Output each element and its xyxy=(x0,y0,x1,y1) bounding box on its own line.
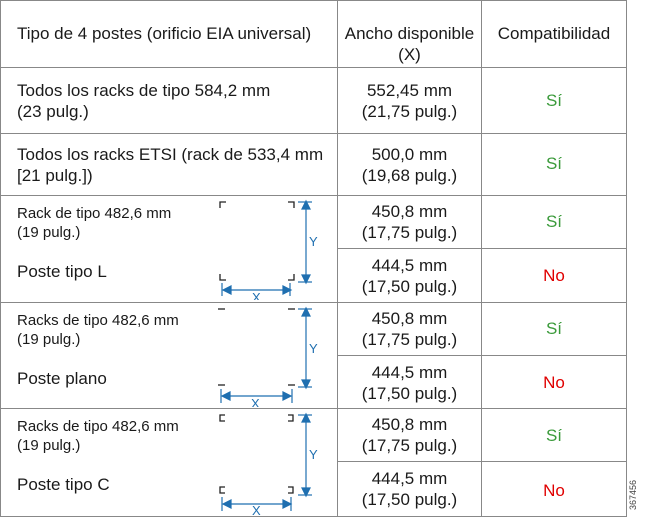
row-23in-width: 552,45 mm (21,75 pulg.) xyxy=(338,80,481,122)
row-etsi-type-line1: Todos los racks ETSI (rack de 533,4 mm xyxy=(17,145,324,164)
header-post-type: Tipo de 4 postes (orificio EIA universal… xyxy=(17,24,312,43)
l-post-brackets xyxy=(219,201,295,281)
table-border-top xyxy=(0,0,627,1)
row-etsi-width-in: (19,68 pulg.) xyxy=(361,166,458,185)
row-divider xyxy=(337,248,627,249)
row-divider xyxy=(0,67,627,68)
group-l-compat-2: No xyxy=(543,266,565,285)
group-c-width-option-1: 450,8 mm (17,75 pulg.) xyxy=(338,414,481,456)
row-23in-type-line2: (23 pulg.) xyxy=(17,102,89,121)
table-border-right xyxy=(626,0,627,517)
group-flat-compat-1: Sí xyxy=(545,319,563,338)
group-c-width-option-2: 444,5 mm (17,50 pulg.) xyxy=(338,468,481,510)
group-c-compat-1: Sí xyxy=(545,426,563,445)
column-divider xyxy=(481,0,482,517)
header-available-width-line1: Ancho disponible xyxy=(344,24,475,43)
row-etsi-type: Todos los racks ETSI (rack de 533,4 mm [… xyxy=(17,144,323,186)
rack-compatibility-table: Tipo de 4 postes (orificio EIA universal… xyxy=(0,0,627,517)
row-divider xyxy=(337,461,627,462)
flat-post-brackets xyxy=(218,308,295,386)
row-etsi-compat: Sí xyxy=(545,154,563,173)
row-etsi-width: 500,0 mm (19,68 pulg.) xyxy=(338,144,481,186)
c-post-x-label: X xyxy=(252,503,261,515)
row-23in-type: Todos los racks de tipo 584,2 mm (23 pul… xyxy=(17,80,270,122)
group-l-rack-line2: (19 pulg.) xyxy=(17,224,81,241)
group-c-width-1-in: (17,75 pulg.) xyxy=(361,436,458,455)
group-c-width-1-mm: 450,8 mm xyxy=(371,415,448,434)
group-l-width-2-mm: 444,5 mm xyxy=(371,256,448,275)
group-l-rack-line1: Rack de tipo 482,6 mm xyxy=(17,205,172,222)
group-c-post-type: Poste tipo C xyxy=(17,475,110,494)
group-flat-compat-2: No xyxy=(543,373,565,392)
row-23in-compat: Sí xyxy=(545,91,563,110)
l-post-diagram: Y X xyxy=(219,199,318,300)
c-post-y-label: Y xyxy=(309,447,318,462)
group-flat-rack-line2: (19 pulg.) xyxy=(17,331,81,348)
group-l-width-1-mm: 450,8 mm xyxy=(371,202,448,221)
group-c-rack-label: Racks de tipo 482,6 mm (19 pulg.) xyxy=(17,417,179,455)
column-divider xyxy=(337,0,338,517)
group-flat-width-1-in: (17,75 pulg.) xyxy=(361,330,458,349)
group-l-rack-label: Rack de tipo 482,6 mm (19 pulg.) xyxy=(17,204,171,242)
group-flat-rack-label: Racks de tipo 482,6 mm (19 pulg.) xyxy=(17,311,179,349)
row-divider xyxy=(337,355,627,356)
table-border-left xyxy=(0,0,1,517)
table-border-bottom xyxy=(0,516,627,517)
c-post-dimension-arrows xyxy=(221,412,312,511)
group-flat-width-1-mm: 450,8 mm xyxy=(371,309,448,328)
flat-post-y-label: Y xyxy=(309,341,318,356)
header-compatibility: Compatibilidad xyxy=(497,24,611,43)
l-post-x-label: X xyxy=(252,290,261,300)
header-available-width: Ancho disponible (X) xyxy=(338,23,481,65)
flat-post-dimension-arrows xyxy=(220,306,312,403)
figure-code: 367456 xyxy=(628,470,650,520)
group-l-width-option-1: 450,8 mm (17,75 pulg.) xyxy=(338,201,481,243)
c-post-brackets xyxy=(219,414,294,494)
group-l-width-1-in: (17,75 pulg.) xyxy=(361,223,458,242)
group-flat-width-option-1: 450,8 mm (17,75 pulg.) xyxy=(338,308,481,350)
row-23in-width-mm: 552,45 mm xyxy=(366,81,453,100)
row-23in-width-in: (21,75 pulg.) xyxy=(361,102,458,121)
group-flat-post-type: Poste plano xyxy=(17,369,107,388)
row-etsi-width-mm: 500,0 mm xyxy=(371,145,448,164)
row-divider xyxy=(0,302,627,303)
l-post-y-label: Y xyxy=(309,234,318,249)
group-c-width-2-in: (17,50 pulg.) xyxy=(361,490,458,509)
group-c-width-2-mm: 444,5 mm xyxy=(371,469,448,488)
row-divider xyxy=(0,133,627,134)
group-l-width-option-2: 444,5 mm (17,50 pulg.) xyxy=(338,255,481,297)
header-available-width-line2: (X) xyxy=(398,45,421,64)
row-23in-type-line1: Todos los racks de tipo 584,2 mm xyxy=(17,81,271,100)
row-divider xyxy=(0,195,627,196)
group-c-compat-2: No xyxy=(543,481,565,500)
flat-post-diagram: Y X xyxy=(218,306,318,407)
group-l-width-2-in: (17,50 pulg.) xyxy=(361,277,458,296)
group-flat-rack-line1: Racks de tipo 482,6 mm xyxy=(17,312,179,329)
group-c-rack-line1: Racks de tipo 482,6 mm xyxy=(17,418,179,435)
group-l-compat-1: Sí xyxy=(545,212,563,231)
group-flat-width-option-2: 444,5 mm (17,50 pulg.) xyxy=(338,362,481,404)
group-flat-width-2-in: (17,50 pulg.) xyxy=(361,384,458,403)
flat-post-x-label: X xyxy=(251,396,260,407)
row-etsi-type-line2: [21 pulg.]) xyxy=(17,166,93,185)
group-flat-width-2-mm: 444,5 mm xyxy=(371,363,448,382)
row-divider xyxy=(0,408,627,409)
c-post-diagram: Y X xyxy=(219,412,318,515)
figure-code-text: 367456 xyxy=(628,479,639,511)
group-l-post-type: Poste tipo L xyxy=(17,262,107,281)
l-post-dimension-arrows xyxy=(221,199,312,296)
group-c-rack-line2: (19 pulg.) xyxy=(17,437,81,454)
